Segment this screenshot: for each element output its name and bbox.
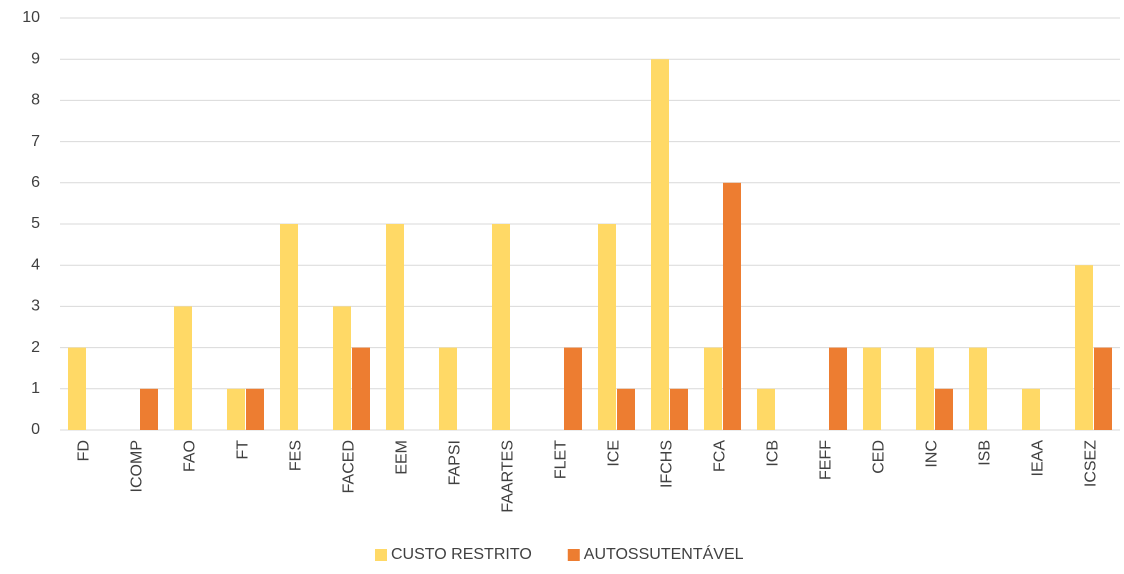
y-tick-label: 4 [31,256,40,273]
x-tick-label: IFCHS [659,440,676,488]
bar [227,388,245,430]
bar [1075,265,1093,430]
bar [564,347,582,430]
y-tick-label: 7 [31,133,40,150]
bar [174,306,192,430]
bar [68,347,86,430]
x-tick-label: FD [76,440,93,461]
y-tick-label: 10 [22,9,40,26]
bar [1022,388,1040,430]
y-tick-label: 6 [31,174,40,191]
bar [333,306,351,430]
bar [352,347,370,430]
bar [140,388,158,430]
x-tick-label: FACED [341,440,358,493]
x-tick-label: FEFF [818,440,835,480]
x-tick-label: FT [235,440,252,460]
x-tick-label: FAARTES [500,440,517,513]
legend-label: AUTOSSUTENTÁVEL [584,544,744,563]
x-tick-label: EEM [394,440,411,475]
bar [1094,347,1112,430]
legend-swatch [567,549,580,561]
bar [598,224,616,430]
bar [386,224,404,430]
bar [651,59,669,430]
bar [863,347,881,430]
bar [439,347,457,430]
bar [670,388,688,430]
x-tick-label: FES [288,440,305,471]
y-tick-label: 9 [31,50,40,67]
bar [723,182,741,430]
x-tick-label: FAPSI [447,440,464,485]
y-tick-label: 8 [31,92,40,109]
x-tick-label: CED [871,440,888,474]
x-tick-label: ICOMP [129,440,146,492]
x-tick-label: ICSEZ [1083,440,1100,487]
bar [704,347,722,430]
y-tick-label: 2 [31,339,40,356]
bar [280,224,298,430]
bar [757,388,775,430]
bar [916,347,934,430]
bar [935,388,953,430]
y-tick-label: 3 [31,298,40,315]
legend-label: CUSTO RESTRITO [391,546,532,563]
y-tick-label: 5 [31,215,40,232]
x-tick-label: ICE [606,440,623,467]
legend-swatch [375,549,387,561]
bar [246,388,264,430]
bar [829,347,847,430]
x-tick-label: ICB [765,440,782,467]
x-tick-label: FLET [553,440,570,479]
x-tick-label: IEAA [1030,440,1047,477]
bar [492,224,510,430]
x-tick-label: FCA [712,440,729,472]
bar [617,388,635,430]
y-tick-label: 0 [31,421,40,438]
x-tick-label: FAO [182,440,199,472]
x-tick-label: INC [924,440,941,468]
x-tick-label: ISB [977,440,994,466]
y-tick-label: 1 [31,380,40,397]
bar [969,347,987,430]
